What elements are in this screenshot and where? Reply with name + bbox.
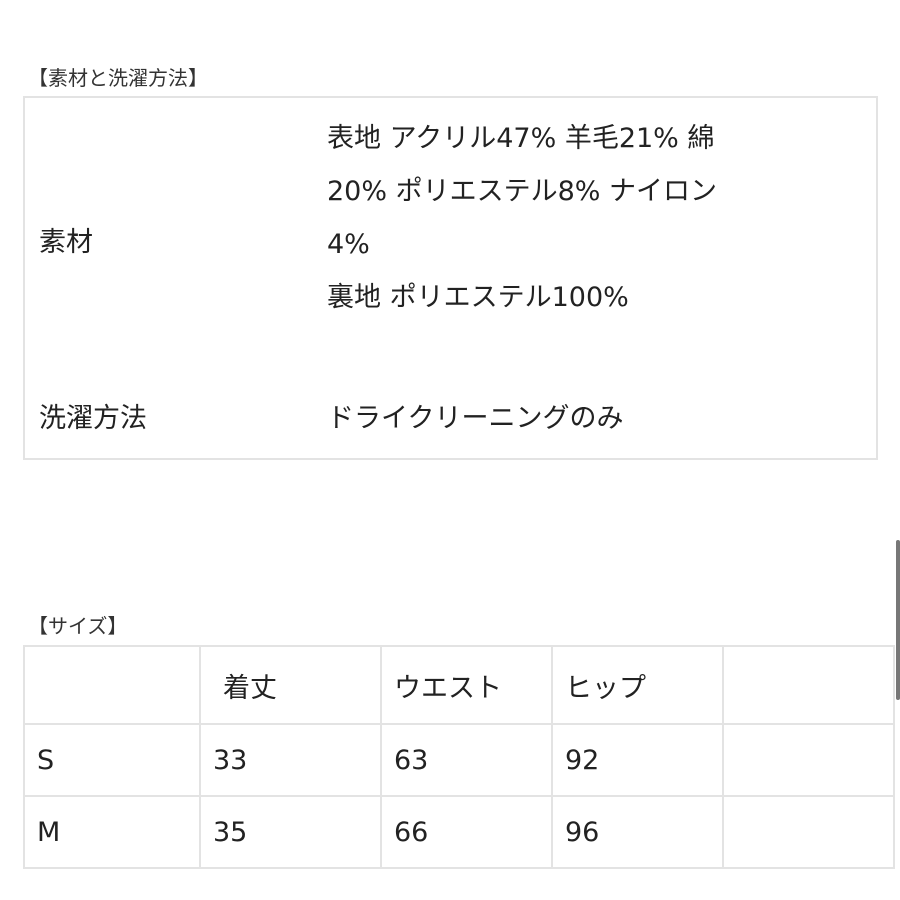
- size-section-title: 【サイズ】: [28, 614, 128, 638]
- size-cell: 96: [551, 795, 724, 869]
- material-label: 素材: [39, 227, 93, 258]
- size-cell: 33: [199, 723, 382, 797]
- washing-label: 洗濯方法: [39, 403, 147, 434]
- material-line: 裏地 ポリエステル100%: [327, 282, 629, 313]
- washing-value: ドライクリーニングのみ: [327, 403, 624, 434]
- header-cell: ウエスト: [380, 645, 553, 725]
- material-table: 素材 表地 アクリル47% 羊毛21% 綿 20% ポリエステル8% ナイロン …: [23, 96, 878, 460]
- table-row: M 35 66 96: [23, 795, 895, 869]
- material-line: 20% ポリエステル8% ナイロン: [327, 176, 718, 207]
- material-line: 表地 アクリル47% 羊毛21% 綿: [327, 123, 715, 154]
- header-cell: 着丈: [199, 645, 382, 725]
- size-cell: 92: [551, 723, 724, 797]
- size-header-row: 着丈 ウエスト ヒップ: [23, 645, 895, 725]
- material-section-title: 【素材と洗濯方法】: [28, 66, 208, 90]
- size-cell: [722, 795, 895, 869]
- scrollbar[interactable]: [896, 540, 900, 700]
- header-cell: ヒップ: [551, 645, 724, 725]
- size-table: 着丈 ウエスト ヒップ S 33 63 92 M 35 66 96: [23, 645, 895, 869]
- material-line: 4%: [327, 229, 370, 260]
- size-cell: 66: [380, 795, 553, 869]
- size-cell: 63: [380, 723, 553, 797]
- header-cell: [722, 645, 895, 725]
- size-cell: 35: [199, 795, 382, 869]
- size-cell: S: [23, 723, 201, 797]
- size-cell: [722, 723, 895, 797]
- table-row: S 33 63 92: [23, 723, 895, 797]
- size-cell: M: [23, 795, 201, 869]
- header-cell: [23, 645, 201, 725]
